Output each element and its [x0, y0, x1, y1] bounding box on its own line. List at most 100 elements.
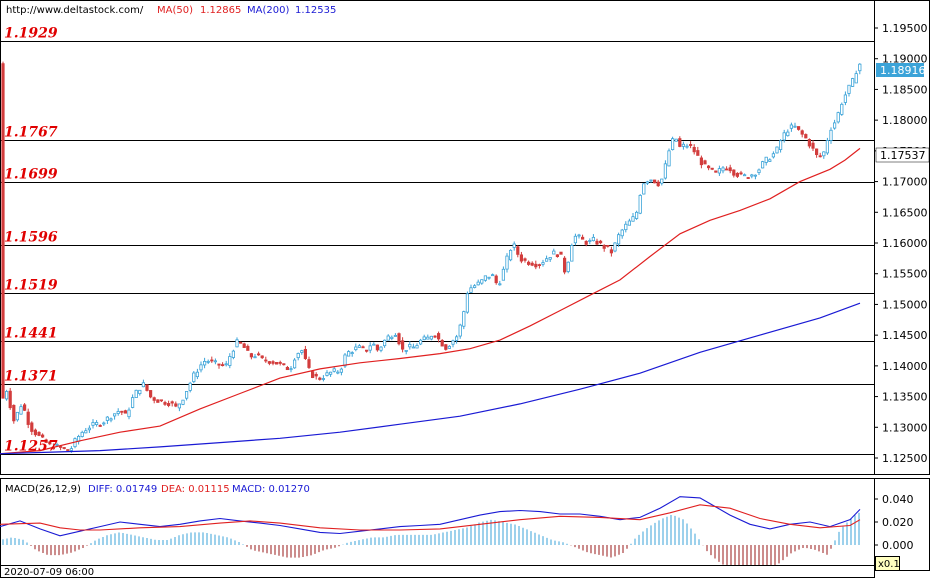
candle-body: [505, 255, 509, 270]
candle-body: [725, 168, 729, 171]
candle-body: [48, 441, 52, 445]
candle-body: [843, 94, 848, 103]
ma50-label: MA(50): [157, 5, 193, 16]
candle-body: [253, 356, 257, 359]
candle-body: [732, 169, 736, 176]
candle-body: [436, 333, 441, 340]
candle-body: [692, 146, 696, 153]
candle-body: [660, 178, 664, 184]
candle-body: [779, 140, 783, 150]
candle-body: [145, 384, 149, 391]
candle-body: [166, 403, 171, 406]
macd-label: MACD(26,12,9): [5, 484, 81, 495]
candle-body: [220, 364, 225, 367]
candle-body: [256, 353, 261, 356]
candle-body: [858, 63, 862, 72]
candle-body: [418, 339, 423, 345]
candle-body: [69, 448, 73, 451]
macd-macd-value: MACD: 0.01270: [232, 484, 310, 495]
candle-body: [847, 84, 851, 94]
candle-body: [519, 254, 524, 262]
candle-body: [678, 138, 682, 147]
candle-body: [62, 447, 66, 449]
candle-body: [66, 449, 70, 451]
candle-body: [667, 150, 671, 167]
price-tick-label: 1.18000: [882, 114, 928, 127]
candle-body: [469, 287, 473, 293]
candle-body: [415, 345, 419, 349]
candle-body: [199, 364, 203, 371]
candle-body: [22, 404, 27, 411]
candle-body: [346, 351, 351, 357]
candle-body: [105, 416, 109, 421]
macd-histogram: [2, 512, 860, 576]
candle-body: [746, 177, 750, 179]
candle-body: [764, 156, 768, 163]
candle-body: [516, 246, 520, 255]
price-tick-label: 1.12500: [882, 452, 928, 465]
candle-body: [19, 406, 23, 415]
level-label: 1.1257: [4, 439, 58, 455]
candle-body: [159, 399, 163, 402]
candle-body: [184, 391, 189, 399]
candle-body: [30, 422, 34, 432]
candle-body: [12, 404, 16, 422]
candle-body: [44, 439, 48, 443]
candle-body: [332, 368, 336, 372]
candle-body: [800, 130, 804, 135]
level-label: 1.1371: [4, 369, 58, 385]
level-label: 1.1519: [4, 278, 58, 294]
candle-body: [487, 276, 491, 279]
candle-body: [771, 153, 776, 158]
ma50-value: 1.12865: [200, 5, 241, 16]
price-tick-label: 1.17000: [882, 176, 928, 189]
candle-body: [321, 378, 326, 380]
zoom-button[interactable]: [875, 556, 900, 571]
candle-body: [501, 268, 506, 281]
candle-body: [156, 399, 160, 403]
candle-body: [490, 274, 495, 277]
candle-body: [681, 143, 686, 147]
candle-body: [278, 361, 282, 364]
candle-body: [653, 179, 657, 184]
candle-body: [523, 258, 527, 261]
candle-body: [836, 112, 840, 123]
candle-body: [372, 343, 376, 346]
candle-body: [577, 234, 581, 237]
candle-body: [840, 103, 844, 115]
candle-body: [264, 359, 268, 362]
candle-body: [134, 389, 138, 398]
candle-body: [206, 360, 210, 363]
candle-body: [282, 363, 286, 366]
candle-body: [599, 240, 603, 244]
candle-body: [717, 168, 722, 174]
candle-body: [364, 349, 369, 352]
source-url[interactable]: http://www.deltastock.com/: [6, 5, 144, 16]
candle-body: [591, 236, 596, 242]
candle-body: [728, 167, 732, 172]
candle-body: [375, 344, 380, 351]
candle-body: [33, 429, 38, 436]
candle-body: [685, 145, 689, 148]
candle-body: [447, 345, 452, 349]
candle-body: [851, 78, 855, 87]
candle-body: [217, 363, 221, 366]
zoom-label[interactable]: x0.1: [878, 559, 900, 570]
candle-body: [5, 391, 9, 400]
candle-body: [393, 335, 398, 337]
ma50-line: [0, 147, 861, 455]
candle-body: [354, 346, 358, 351]
candle-body: [242, 343, 246, 348]
candle-body: [797, 126, 801, 130]
price-tick-label: 1.19000: [882, 53, 928, 66]
level-label: 1.1596: [4, 230, 58, 246]
candle-body: [123, 410, 127, 414]
candle-body: [498, 283, 502, 286]
candle-body: [854, 73, 858, 84]
candle-body: [761, 161, 765, 169]
candle-body: [573, 235, 578, 244]
candle-body: [444, 344, 448, 350]
support-resistance-levels: [1, 41, 874, 455]
candle-body: [757, 169, 761, 173]
candle-body: [588, 240, 592, 242]
